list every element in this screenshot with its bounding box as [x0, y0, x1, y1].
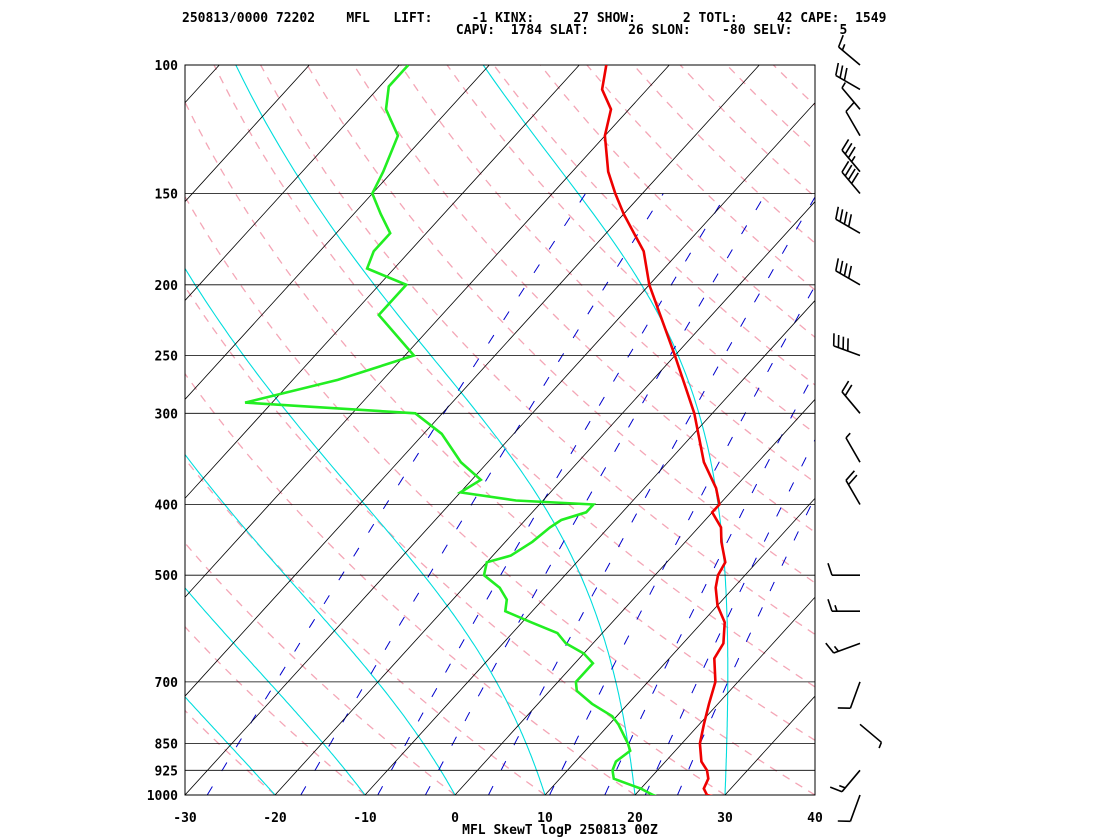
ytick-label: 700 — [155, 676, 179, 691]
xtick-label: 20 — [627, 811, 643, 826]
ytick-label: 250 — [155, 350, 179, 365]
mixing-ratio-line — [644, 438, 815, 795]
dry-adiabat-line — [185, 625, 366, 795]
isotherm-line — [185, 65, 400, 302]
dry-adiabat-line — [185, 709, 276, 795]
ytick-label: 925 — [155, 764, 178, 779]
wind-barb — [829, 769, 861, 793]
dry-adiabat-line — [493, 65, 815, 386]
dry-adiabat-line — [260, 65, 815, 636]
temperature-tick-labels: -30 -20 -10 0 10 20 30 40 — [173, 811, 823, 826]
profile-series — [244, 65, 727, 795]
moist-adiabat-line — [185, 696, 276, 795]
ytick-label: 100 — [155, 59, 179, 74]
moist-adiabat-line — [482, 65, 729, 795]
isotherm-line — [185, 65, 220, 104]
xtick-label: 40 — [807, 811, 823, 826]
dry-adiabat-line — [213, 65, 815, 688]
wind-barb — [841, 380, 861, 414]
dry-adiabat-line — [185, 542, 456, 795]
dry-adiabat-line — [633, 65, 815, 244]
mixing-ratio-line — [206, 193, 587, 795]
wind-barb — [841, 138, 861, 173]
moist-adiabat-line — [185, 453, 456, 795]
pressure-tick-labels: 100 150 200 250 300 400 500 700 850 925 … — [147, 59, 178, 804]
isotherm-line — [274, 200, 815, 795]
wind-barb — [841, 160, 861, 195]
dry-adiabat-line — [353, 65, 815, 534]
wind-barb — [837, 34, 861, 66]
ytick-label: 1000 — [147, 789, 178, 804]
isotherm-line — [185, 65, 670, 598]
xtick-label: -10 — [353, 811, 377, 826]
ytick-label: 850 — [155, 738, 179, 753]
ytick-label: 400 — [155, 499, 179, 514]
mixing-ratio-lines — [206, 193, 815, 795]
wind-barb — [835, 258, 861, 286]
dry-adiabat-line — [820, 65, 1120, 795]
wind-barb — [859, 723, 883, 749]
wind-barbs — [825, 34, 883, 823]
dry-adiabat-line — [867, 65, 1120, 795]
ytick-label: 300 — [155, 407, 179, 422]
header-line-2: CAPV: 1784 SLAT: 26 SLON: -80 SELV: 5 — [182, 23, 847, 38]
dry-adiabat-line — [726, 65, 815, 152]
wind-barb — [825, 642, 861, 654]
dry-adiabat-line — [539, 65, 815, 338]
wind-barb — [837, 794, 861, 823]
isotherm-line — [454, 398, 815, 795]
moist-adiabat-line — [185, 587, 366, 795]
isobars — [185, 64, 815, 796]
wind-barb — [827, 562, 860, 576]
isotherm-line — [724, 695, 815, 795]
wind-barb — [845, 470, 861, 505]
ytick-label: 500 — [155, 569, 179, 584]
dry-adiabat-line — [185, 100, 815, 742]
wind-barb — [832, 333, 861, 357]
isotherm-line — [544, 497, 815, 795]
mixing-ratio-line — [488, 196, 815, 795]
isotherm-line — [185, 102, 815, 795]
xtick-label: -20 — [263, 811, 287, 826]
isotherm-line — [0, 65, 129, 795]
ytick-label: 150 — [155, 188, 179, 203]
wind-barb — [845, 432, 861, 463]
xtick-label: 30 — [717, 811, 733, 826]
temperature-profile-line — [600, 65, 727, 795]
dry-adiabat-line — [185, 372, 636, 795]
mixing-ratio-line — [377, 193, 728, 795]
isotherm-line — [185, 65, 310, 203]
mixing-ratio-line — [424, 193, 767, 795]
moist-adiabat-line — [814, 790, 815, 795]
wind-barb — [845, 101, 861, 137]
chart-title: MFL SkewT logP 250813 00Z — [462, 823, 658, 838]
dewpoint-profile-line — [244, 65, 658, 795]
isotherm-line — [185, 65, 490, 400]
isotherm-line — [814, 794, 815, 795]
xtick-label: 10 — [537, 811, 553, 826]
wind-barb — [841, 82, 861, 110]
wind-barb — [837, 681, 861, 709]
xtick-label: -30 — [173, 811, 197, 826]
header-line-1: 250813/0000 72202 MFL LIFT: -1 KINX: 27 … — [182, 11, 886, 26]
mixing-ratio-line — [300, 193, 664, 795]
dry-adiabat-line — [772, 65, 815, 107]
isotherm-line — [185, 65, 580, 499]
mixing-ratio-line — [677, 495, 815, 795]
ytick-label: 200 — [155, 279, 179, 294]
dry-adiabat-line — [586, 65, 815, 291]
isotherm-line — [185, 65, 760, 697]
plot-frame — [184, 64, 816, 796]
wind-barb — [835, 62, 861, 91]
isotherm-line — [634, 596, 815, 795]
dry-adiabat-line — [446, 65, 815, 435]
dry-adiabat-line — [399, 65, 815, 484]
dry-adiabat-line — [185, 195, 815, 795]
xtick-label: 0 — [451, 811, 459, 826]
wind-barb — [827, 598, 860, 612]
isotherm-line — [0, 65, 39, 795]
wind-barb — [835, 206, 861, 234]
